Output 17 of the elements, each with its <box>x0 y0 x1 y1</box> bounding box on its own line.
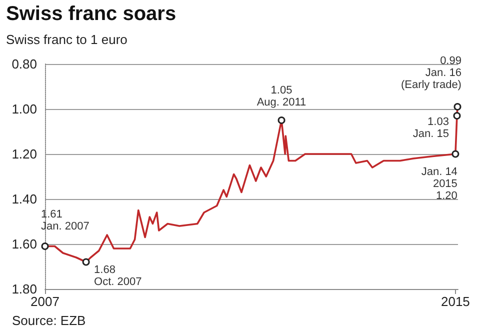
y-tick-label: 0.80 <box>12 56 37 72</box>
source-note: Source: EZB <box>12 313 86 328</box>
y-tick-label: 1.60 <box>12 236 37 252</box>
y-tick-label: 1.20 <box>12 146 37 162</box>
annotation: 1.05 Aug. 2011 <box>256 84 306 108</box>
annotation: Jan. 14 2015 1.20 <box>421 166 458 202</box>
annotation: 1.68 Oct. 2007 <box>94 264 142 288</box>
x-tick-label: 2015 <box>440 294 470 309</box>
chart-title: Swiss franc soars <box>6 3 176 25</box>
x-tick-label: 2007 <box>30 294 60 309</box>
annotation: 0.99 Jan. 16 (Early trade) <box>400 54 462 91</box>
y-tick-label: 1.40 <box>12 192 37 206</box>
y-tick-label: 1.80 <box>12 282 37 296</box>
chart-subtitle: Swiss franc to 1 euro <box>6 32 128 47</box>
annotation: 1.61 Jan. 2007 <box>41 208 90 232</box>
annotation: 1.03 Jan. 15 <box>412 116 449 140</box>
y-tick-label: 1.00 <box>12 102 37 116</box>
